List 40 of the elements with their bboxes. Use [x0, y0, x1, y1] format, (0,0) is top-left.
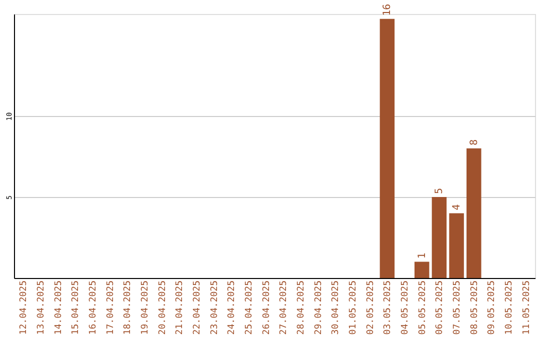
x-tick-label: 01.05.2025	[348, 280, 359, 335]
x-tick-label: 09.05.2025	[487, 280, 498, 335]
bar	[432, 197, 447, 278]
bar	[449, 213, 464, 278]
data-label: 1	[416, 252, 428, 259]
x-tick-label: 02.05.2025	[366, 280, 376, 335]
x-tick-label: 28.04.2025	[296, 280, 307, 335]
x-tick-label: 06.05.2025	[435, 280, 446, 335]
x-tick-label: 20.04.2025	[158, 280, 168, 335]
x-tick-label: 27.04.2025	[279, 280, 290, 335]
x-tick-label: 11.05.2025	[522, 280, 532, 335]
x-tick-label: 14.04.2025	[54, 280, 64, 335]
x-tick-label: 07.05.2025	[452, 280, 463, 335]
x-tick-label: 16.04.2025	[88, 280, 98, 335]
bar	[466, 148, 482, 278]
x-tick-label: 17.04.2025	[106, 280, 116, 335]
x-tick-label: 08.05.2025	[470, 280, 480, 335]
x-tick-label: 22.04.2025	[192, 280, 202, 335]
x-tick-label: 13.04.2025	[36, 280, 46, 335]
data-label: 8	[468, 139, 480, 146]
x-tick-label: 19.04.2025	[140, 280, 150, 335]
x-tick-label: 12.04.2025	[19, 280, 30, 335]
x-tick-label: 29.04.2025	[314, 280, 324, 335]
data-label: 5	[434, 188, 446, 194]
x-tick-label: 23.04.2025	[210, 280, 220, 335]
data-label: 16	[382, 4, 394, 16]
bar	[414, 262, 430, 278]
x-tick-label: 18.04.2025	[123, 280, 134, 335]
x-tick-label: 21.04.2025	[175, 280, 186, 335]
x-tick-label: 26.04.2025	[262, 280, 272, 335]
x-tick-label: 25.04.2025	[244, 280, 254, 335]
bar	[380, 18, 395, 278]
x-tick-label: 04.05.2025	[400, 280, 411, 335]
x-tick-label: 24.04.2025	[227, 280, 238, 335]
data-label: 4	[452, 204, 463, 210]
x-tick-label: 30.04.2025	[331, 280, 342, 335]
x-tick-label: 03.05.2025	[383, 280, 394, 335]
x-tick-label: 05.05.2025	[418, 280, 428, 335]
x-tick-label: 10.05.2025	[504, 280, 515, 335]
x-tick-label: 15.04.2025	[71, 280, 82, 335]
